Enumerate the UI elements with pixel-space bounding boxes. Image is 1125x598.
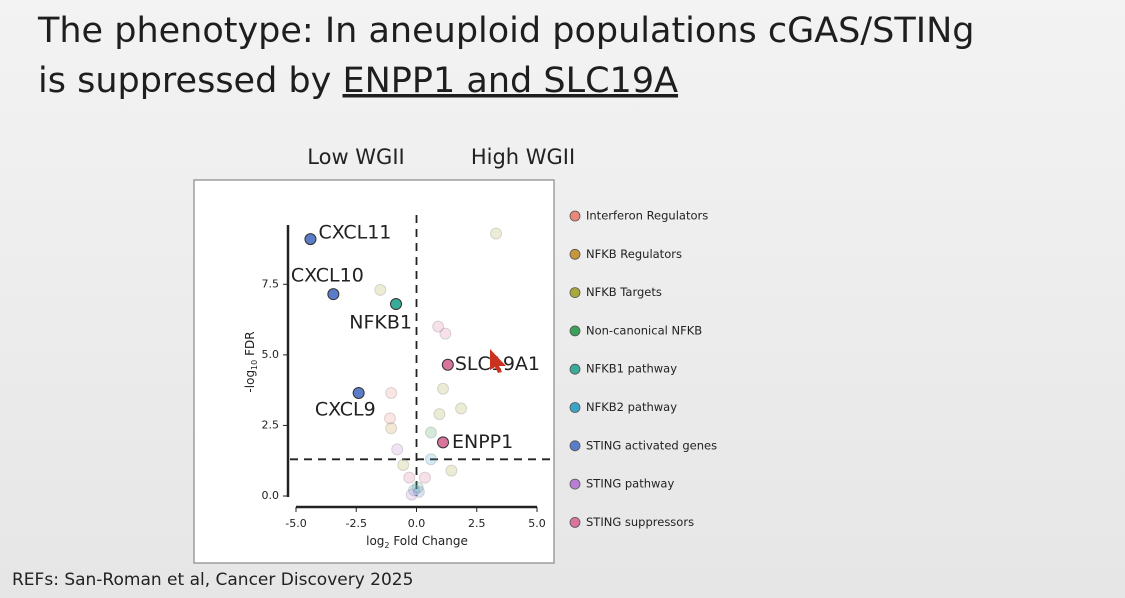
- point: [432, 320, 445, 333]
- point: [418, 471, 431, 484]
- point: [327, 288, 340, 301]
- point-label: CXCL9: [315, 398, 376, 420]
- chart-frame: [193, 179, 555, 564]
- legend-swatch: [569, 478, 581, 490]
- legend-label: NFKB Targets: [586, 285, 662, 299]
- legend-label: Interferon Regulators: [586, 209, 708, 223]
- x-tick-label: -5.0: [285, 517, 306, 530]
- point: [412, 485, 425, 498]
- y-tick-label: 5.0: [262, 348, 280, 361]
- legend-label: NFKB2 pathway: [586, 400, 677, 414]
- point-label: CXCL11: [318, 222, 391, 244]
- y-tick-label: 0.0: [262, 489, 280, 502]
- point-label: ENPP1: [452, 431, 513, 453]
- legend-swatch: [569, 517, 581, 528]
- plot: 0.0 2.5 5.0 7.5 -5.0 -2.5 0.0 2.5 5.0 log2 Fold C…: [243, 209, 718, 550]
- point: [445, 464, 458, 477]
- point: [411, 481, 424, 494]
- cursor: [490, 349, 506, 373]
- legend-swatch: [569, 248, 581, 260]
- y-tick-label: 2.5: [262, 418, 280, 431]
- x-tick-label: -2.5: [346, 517, 367, 530]
- point: [385, 422, 398, 435]
- x-tick-label: 5.0: [528, 517, 546, 530]
- legend-swatch: [569, 210, 581, 222]
- point: [352, 386, 365, 399]
- x-axis-label-part: log: [366, 534, 384, 548]
- point: [424, 426, 437, 439]
- point: [455, 402, 468, 415]
- point: [383, 412, 396, 425]
- point: [437, 436, 450, 449]
- point: [390, 298, 403, 311]
- slide-title: The phenotype: In aneuploid populations …: [37, 11, 975, 51]
- point: [304, 233, 317, 246]
- point: [391, 443, 404, 456]
- y-axis-label-part: 10: [250, 360, 259, 370]
- legend-label: Non-canonical NFKB: [586, 323, 702, 337]
- legend-swatch: [569, 363, 581, 375]
- x-axis-label-part: Fold Change: [390, 534, 468, 548]
- title-part: is suppressed by: [38, 61, 331, 101]
- x-axis-label: log2 Fold Change: [366, 534, 468, 550]
- point: [433, 408, 446, 421]
- high-wgii-label: High WGII: [471, 145, 575, 169]
- point: [397, 458, 410, 471]
- point: [441, 358, 454, 371]
- legend-label: STING suppressors: [586, 515, 694, 529]
- legend-swatch: [569, 325, 581, 337]
- point: [439, 327, 452, 340]
- point: [437, 382, 450, 395]
- point: [374, 283, 387, 296]
- y-axis-label: -log10 FDR: [243, 331, 259, 392]
- x-axis-label-part: 2: [384, 541, 389, 550]
- legend-label: NFKB Regulators: [586, 247, 682, 261]
- legend-label: STING pathway: [586, 477, 674, 491]
- point-label: NFKB1: [349, 312, 412, 334]
- point: [490, 227, 503, 240]
- y-axis-label-part: FDR: [243, 331, 257, 359]
- legend-label: STING activated genes: [586, 438, 717, 452]
- point: [403, 471, 416, 484]
- slide-title: is suppressed by ENPP1 and SLC19A: [38, 61, 678, 101]
- title-underlined: ENPP1 and SLC19A: [343, 61, 679, 101]
- x-tick-label: 2.5: [468, 517, 486, 530]
- low-wgii-label: Low WGII: [307, 145, 404, 169]
- legend-swatch: [569, 287, 581, 299]
- point: [408, 484, 421, 497]
- legend-label: NFKB1 pathway: [586, 362, 677, 376]
- x-tick-label: 0.0: [408, 517, 426, 530]
- legend-swatch: [569, 440, 581, 452]
- legend-swatch: [569, 402, 581, 413]
- point: [385, 386, 398, 399]
- point: [405, 488, 418, 501]
- reference: REFs: San-Roman et al, Cancer Discovery …: [12, 570, 413, 590]
- point: [424, 453, 437, 466]
- point-label: CXCL10: [291, 265, 364, 287]
- y-tick-label: 7.5: [262, 277, 280, 290]
- y-axis-label-part: -log: [243, 370, 257, 393]
